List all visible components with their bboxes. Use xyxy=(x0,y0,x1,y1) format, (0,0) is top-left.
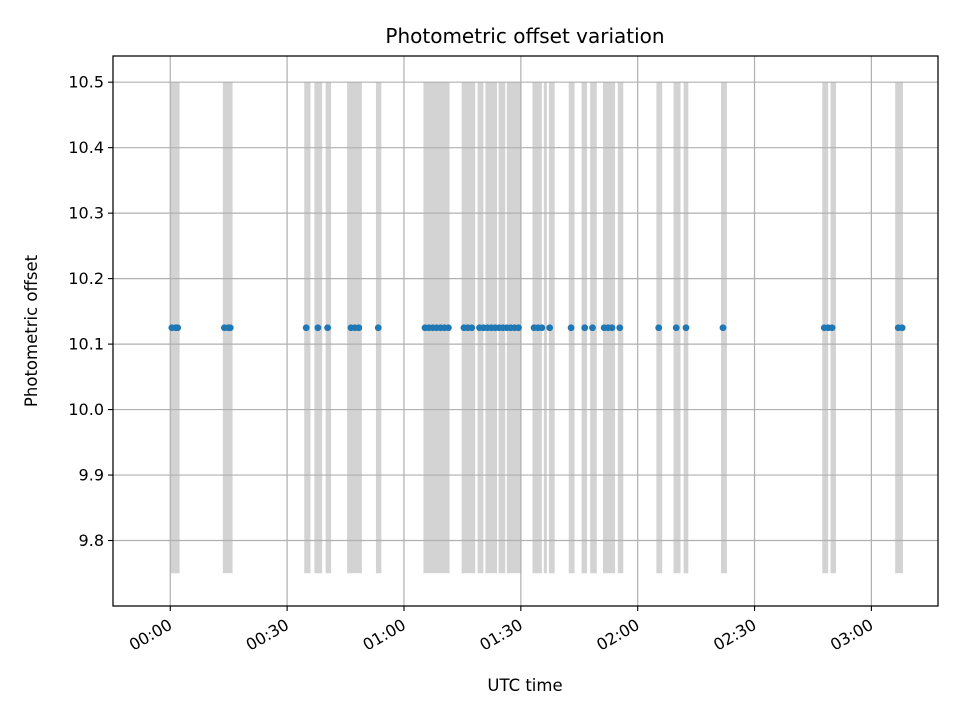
y-tick-label: 9.8 xyxy=(79,531,104,550)
data-point xyxy=(589,324,596,332)
y-tick-label: 10.4 xyxy=(68,138,104,157)
plot-frame xyxy=(112,55,939,607)
data-point xyxy=(581,324,589,332)
data-point xyxy=(828,324,836,332)
y-tick-label: 10.2 xyxy=(68,269,104,288)
data-point xyxy=(314,324,322,332)
data-point xyxy=(608,324,616,332)
data-point xyxy=(174,324,182,332)
y-axis-label: Photometric offset xyxy=(22,254,41,407)
data-point xyxy=(546,324,554,332)
y-tick-label: 10.1 xyxy=(68,335,104,354)
data-point xyxy=(324,324,332,332)
data-point xyxy=(355,324,363,332)
data-point xyxy=(515,324,522,332)
y-tick-label: 10.5 xyxy=(68,73,104,92)
y-axis-ticks: 9.8 9.9 10.0 10.1 10.2 10.3 10.4 10.5 xyxy=(68,73,113,550)
y-tick-label: 10.3 xyxy=(68,204,104,223)
data-points xyxy=(168,324,906,332)
x-axis-label: UTC time xyxy=(487,676,562,695)
data-point xyxy=(374,324,382,332)
grid-lines xyxy=(113,56,938,606)
data-point xyxy=(655,324,663,332)
shaded-band xyxy=(543,82,547,574)
data-point xyxy=(444,324,452,332)
y-tick-label: 9.9 xyxy=(79,466,104,485)
data-point xyxy=(672,324,680,332)
data-point xyxy=(468,324,476,332)
data-point xyxy=(302,324,310,332)
data-point xyxy=(682,324,690,332)
data-point xyxy=(719,324,727,332)
data-point xyxy=(226,324,234,332)
data-point xyxy=(538,324,546,332)
data-point xyxy=(616,324,624,332)
chart-title: Photometric offset variation xyxy=(385,24,664,48)
data-point xyxy=(898,324,906,332)
data-point xyxy=(567,324,575,332)
y-tick-label: 10.0 xyxy=(68,400,104,419)
